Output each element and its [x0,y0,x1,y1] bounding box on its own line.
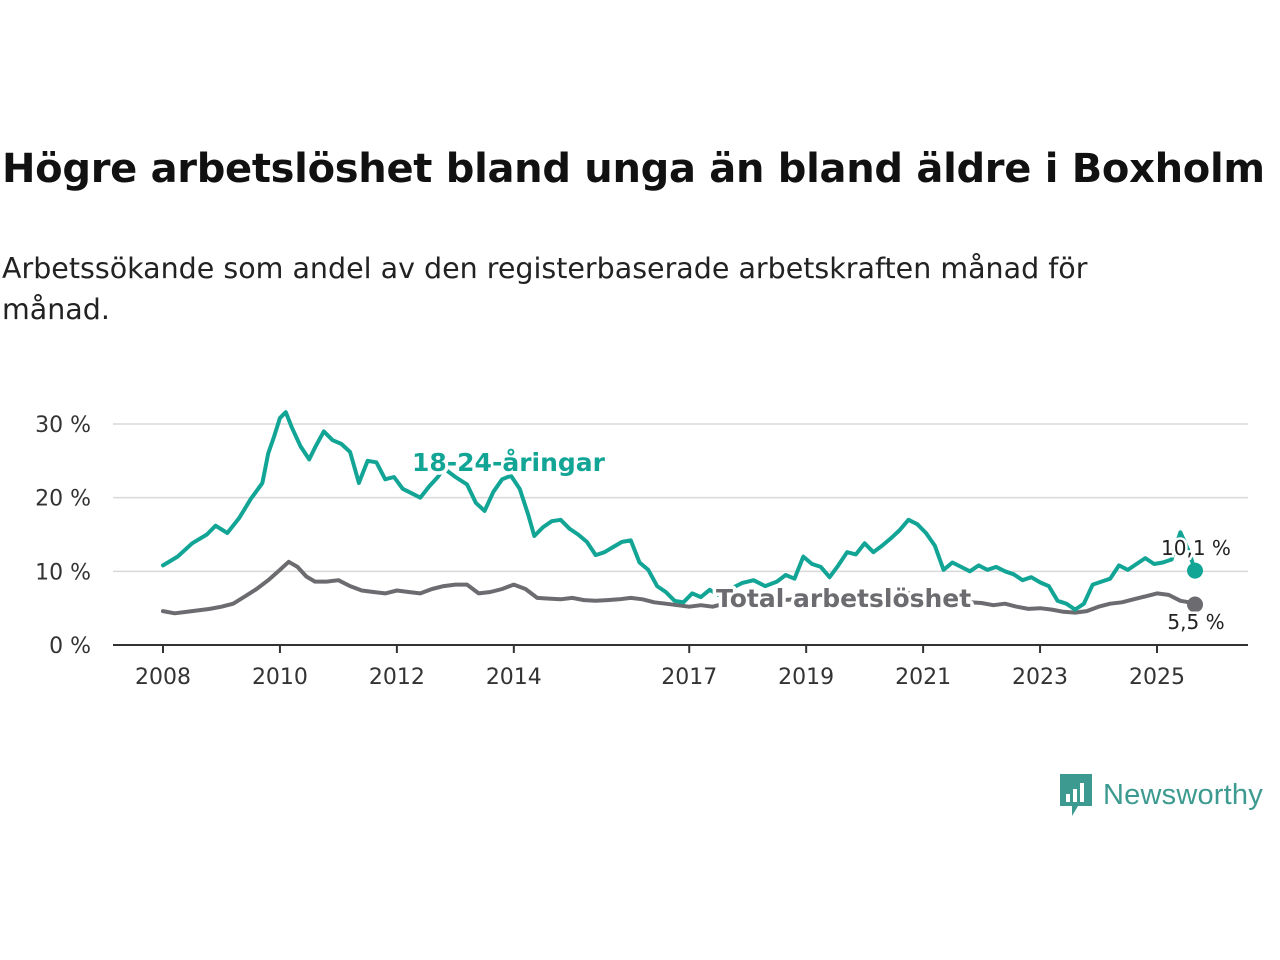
y-axis-labels: 0 % 10 % 20 % 30 % [35,413,91,659]
end-label-youth: 10,1 % [1161,536,1231,560]
brand-logo: Newsworthy [1058,772,1263,818]
x-tick-label: 2014 [486,665,542,690]
y-tick-label: 30 % [35,413,91,438]
y-tick-label: 20 % [35,487,91,512]
chart-subtitle: Arbetssökande som andel av den registerb… [2,252,1088,326]
x-tick-label: 2017 [661,665,717,690]
x-tick-label: 2019 [778,665,834,690]
x-tick-label: 2025 [1129,665,1185,690]
x-tick-label: 2021 [895,665,951,690]
series-label-total: Total arbetslöshet [716,584,971,613]
x-tick-label: 2010 [252,665,308,690]
line-chart: 0 % 10 % 20 % 30 % 2008 2010 2012 2014 2017 2019… [35,410,1248,690]
x-tick-label: 2008 [135,665,191,690]
chart-title: Högre arbetslöshet bland unga än bland ä… [2,146,1265,192]
x-axis: 2008 2010 2012 2014 2017 2019 2021 2023 2025 [113,644,1248,690]
series-line-total [161,559,1197,616]
x-tick-label: 2023 [1012,665,1068,690]
end-label-total: 5,5 % [1167,610,1224,634]
series-label-youth: 18-24-åringar [412,448,606,477]
y-tick-label: 0 % [49,634,91,659]
end-point-youth [1187,562,1204,579]
newsworthy-logo-icon [1060,774,1092,816]
series-line-youth [161,410,1197,612]
x-tick-label: 2012 [369,665,425,690]
brand-name: Newsworthy [1103,778,1263,811]
y-tick-label: 10 % [35,560,91,585]
series-lines [161,410,1204,616]
gridlines [113,423,1248,573]
end-point-total [1187,596,1204,613]
series-labels: 18-24-åringar Total arbetslöshet 10,1 % … [409,445,1234,637]
